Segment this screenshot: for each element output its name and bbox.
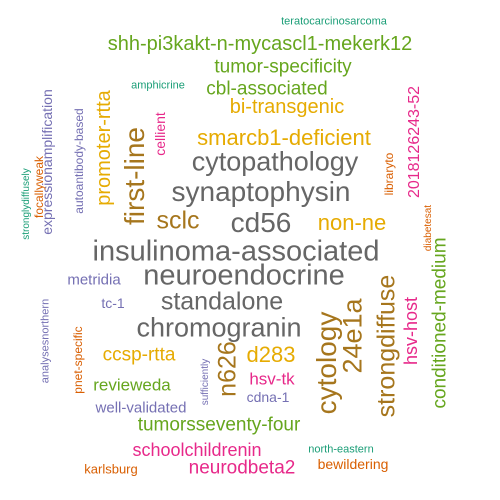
word-focallyweak: focallyweak xyxy=(32,155,46,219)
word-cytopathology: cytopathology xyxy=(191,146,359,177)
word-insulinoma-associated: insulinoma-associated xyxy=(92,235,380,268)
word-standalone: standalone xyxy=(160,287,284,316)
word-cbl-associated: cbl-associated xyxy=(206,78,328,100)
word-tumorsseventy-four: tumorsseventy-four xyxy=(137,414,301,436)
word-smarcb1-deficient: smarcb1-deficient xyxy=(197,125,371,150)
word-first-line: first-line xyxy=(119,126,150,226)
word-cd56: cd56 xyxy=(230,207,292,238)
word-d283: d283 xyxy=(246,342,296,367)
word-neurodbeta2: neurodbeta2 xyxy=(188,457,296,479)
word-libraryto: libraryto xyxy=(382,152,396,196)
word-cellient: cellient xyxy=(152,112,168,156)
word-bi-transgenic: bi-transgenic xyxy=(229,96,345,118)
word-analysesnorthern: analysesnorthern xyxy=(39,298,52,384)
word-karlsburg: karlsburg xyxy=(84,461,138,477)
word-north-eastern: north-eastern xyxy=(308,443,374,456)
word-bewildering: bewildering xyxy=(317,456,389,472)
word-teratocarcinosarcoma: teratocarcinosarcoma xyxy=(281,15,387,28)
word-chromogranin: chromogranin xyxy=(136,312,302,343)
word-hsv-host: hsv-host xyxy=(401,296,421,366)
word-neuroendocrine: neuroendocrine xyxy=(143,259,345,292)
word-tumor-specificity: tumor-specificity xyxy=(214,56,352,78)
word-schoolchildrenin: schoolchildrenin xyxy=(132,440,262,460)
word-pnet-specific: pnet-specific xyxy=(71,326,85,394)
word-2018126243-52: 2018126243-52 xyxy=(406,85,423,199)
word-sufficiently: sufficiently xyxy=(200,358,211,406)
word-autoantibody-based: autoantibody-based xyxy=(72,108,86,214)
word-non-ne: non-ne xyxy=(317,210,387,235)
word-tc-1: tc-1 xyxy=(101,295,125,311)
word-24e1a: 24e1a xyxy=(337,298,368,374)
word-cdna-1: cdna-1 xyxy=(246,389,290,405)
word-conditioned-medium: conditioned-medium xyxy=(429,237,451,409)
word-revieweda: revieweda xyxy=(93,375,171,395)
word-strongdiffuse: strongdiffuse xyxy=(372,274,401,418)
word-synaptophysin: synaptophysin xyxy=(171,176,351,207)
word-metridia: metridia xyxy=(67,271,121,289)
word-hsv-tk: hsv-tk xyxy=(249,369,295,389)
word-n626: n626 xyxy=(213,341,242,397)
word-sclc: sclc xyxy=(156,206,200,235)
word-amphicrine: amphicrine xyxy=(131,79,185,92)
word-well-validated: well-validated xyxy=(95,399,187,417)
word-stronglydiffusely: stronglydiffusely xyxy=(21,168,32,240)
word-promoter-rtta: promoter-rtta xyxy=(93,90,115,206)
word-shh-pathway: shh-pi3kakt-n-mycascl1-mekerk12 xyxy=(107,33,413,55)
word-ccsp-rtta: ccsp-rtta xyxy=(102,344,176,366)
